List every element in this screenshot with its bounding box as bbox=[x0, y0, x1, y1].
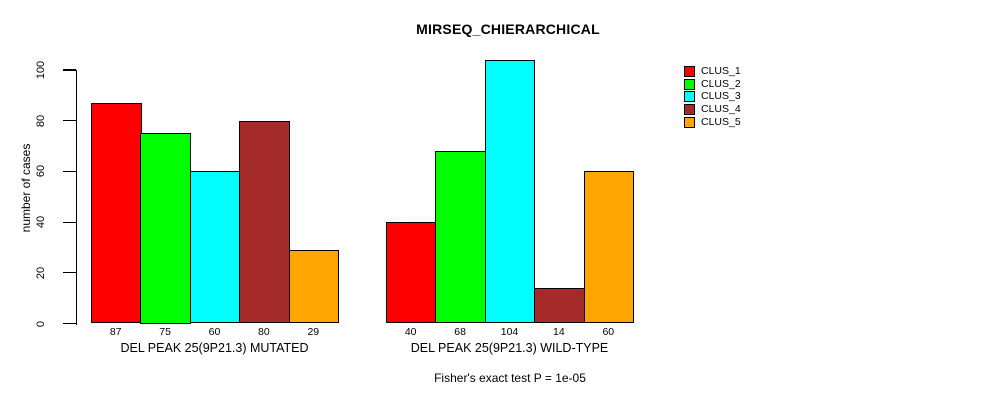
legend-swatch bbox=[684, 104, 695, 116]
y-tick-label: 60 bbox=[35, 165, 47, 178]
bar bbox=[91, 102, 142, 324]
bar bbox=[239, 120, 290, 324]
chart-title: MIRSEQ_CHIERARCHICAL bbox=[416, 21, 600, 37]
bar bbox=[288, 249, 340, 324]
legend-swatch bbox=[684, 78, 695, 90]
bar bbox=[140, 133, 192, 324]
bar-value-label: 68 bbox=[454, 326, 466, 338]
bar-value-label: 104 bbox=[500, 326, 519, 338]
legend-swatch bbox=[684, 66, 695, 77]
legend-label: CLUS_3 bbox=[701, 90, 741, 103]
bar bbox=[189, 171, 241, 324]
y-tick bbox=[63, 322, 76, 325]
y-tick-label: 40 bbox=[35, 215, 47, 229]
bar bbox=[534, 288, 585, 324]
legend-swatch bbox=[684, 116, 695, 128]
y-tick-label: 80 bbox=[35, 114, 47, 127]
bar bbox=[435, 151, 487, 324]
bar-value-label: 29 bbox=[307, 326, 320, 338]
bar-value-label: 80 bbox=[258, 326, 270, 338]
legend-swatch bbox=[684, 91, 695, 103]
x-group-label: DEL PEAK 25(9P21.3) WILD-TYPE bbox=[410, 341, 609, 355]
bar-value-label: 40 bbox=[404, 326, 417, 338]
y-axis-title: number of cases bbox=[19, 143, 33, 233]
bar-value-label: 14 bbox=[553, 326, 565, 338]
bar bbox=[583, 171, 635, 324]
y-tick bbox=[63, 170, 76, 172]
y-tick-label: 0 bbox=[35, 320, 47, 327]
bar-value-label: 60 bbox=[602, 326, 615, 338]
y-tick bbox=[63, 272, 76, 274]
y-axis-line bbox=[76, 70, 78, 325]
bar bbox=[484, 59, 536, 324]
legend-label: CLUS_2 bbox=[701, 77, 741, 90]
annotation-text: Fisher's exact test P = 1e-05 bbox=[434, 371, 586, 385]
bar-value-label: 60 bbox=[208, 326, 221, 338]
bar bbox=[386, 222, 437, 324]
legend-label: CLUS_5 bbox=[701, 115, 741, 128]
legend-label: CLUS_1 bbox=[701, 65, 741, 77]
y-tick bbox=[63, 69, 76, 71]
bar-value-label: 75 bbox=[159, 326, 171, 338]
y-tick bbox=[63, 120, 76, 122]
x-group-label: DEL PEAK 25(9P21.3) MUTATED bbox=[120, 341, 309, 355]
legend-label: CLUS_4 bbox=[701, 103, 741, 116]
y-tick bbox=[63, 221, 76, 223]
bar-value-label: 87 bbox=[109, 326, 122, 338]
y-tick-label: 20 bbox=[35, 266, 47, 279]
y-tick-label: 100 bbox=[35, 60, 47, 80]
